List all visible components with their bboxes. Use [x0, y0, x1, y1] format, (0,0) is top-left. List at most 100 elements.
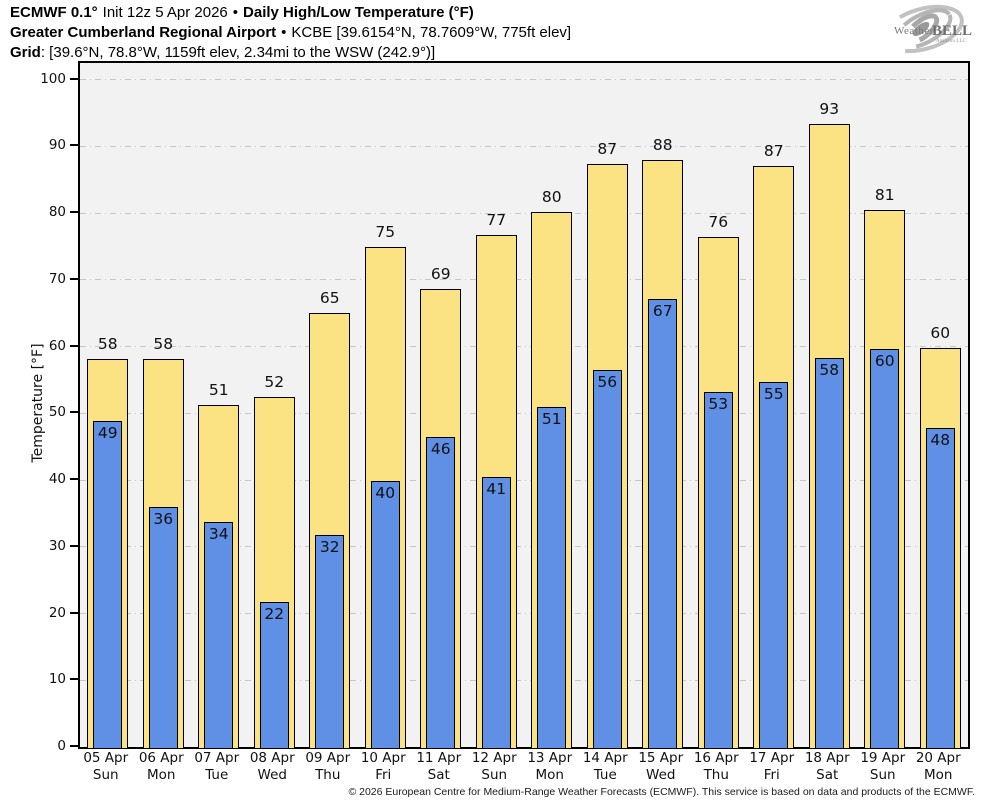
bar-low	[259, 602, 289, 749]
low-value-label: 34	[208, 525, 229, 544]
low-value-label: 55	[763, 384, 784, 403]
bar-low	[648, 298, 678, 749]
low-value-label: 49	[97, 423, 118, 442]
bar-low	[592, 369, 622, 749]
low-value-label: 36	[153, 510, 174, 529]
x-label-date: 09 Apr	[305, 750, 351, 766]
logo-text-weather: Weather	[894, 25, 934, 37]
y-axis-tick	[70, 277, 78, 280]
x-axis-tick-label: 15 Apr Wed	[633, 750, 689, 784]
bar-low	[703, 391, 733, 749]
x-label-weekday: Wed	[257, 767, 287, 783]
low-value-label: 58	[819, 360, 840, 379]
station-details: KCBE [39.6154°N, 78.7609°W, 775ft elev]	[291, 24, 572, 41]
page-title: Daily High/Low Temperature (°F)	[243, 4, 474, 21]
header-line-3: Grid: [39.6°N, 78.8°W, 1159ft elev, 2.34…	[10, 43, 571, 63]
bar-low	[315, 534, 345, 749]
header-line-2: Greater Cumberland Regional Airport • KCBE…	[10, 23, 571, 43]
low-value-label: 46	[430, 440, 451, 459]
x-label-date: 15 Apr	[638, 750, 684, 766]
x-label-weekday: Mon	[147, 767, 176, 783]
copyright-footer: © 2026 European Centre for Medium-Range …	[348, 786, 975, 798]
bar-low	[204, 522, 234, 749]
gridline	[80, 546, 968, 548]
bar-low	[759, 381, 789, 749]
high-value-label: 87	[597, 140, 618, 159]
gridline	[80, 145, 968, 147]
gridline	[80, 79, 968, 81]
x-label-weekday: Tue	[593, 767, 617, 783]
high-value-label: 76	[708, 213, 729, 232]
low-value-label: 51	[541, 410, 562, 429]
x-axis-tick-label: 14 Apr Tue	[577, 750, 633, 784]
x-label-weekday: Mon	[924, 767, 953, 783]
bar-low	[93, 420, 123, 749]
x-label-date: 18 Apr	[804, 750, 850, 766]
low-value-label: 48	[930, 431, 951, 450]
x-axis-tick-label: 07 Apr Tue	[189, 750, 245, 784]
x-label-weekday: Mon	[535, 767, 564, 783]
x-axis-tick-label: 16 Apr Thu	[688, 750, 744, 784]
x-label-weekday: Thu	[315, 767, 341, 783]
y-axis-tick	[70, 544, 78, 547]
bar-low	[481, 476, 511, 749]
model-name: ECMWF 0.1°	[10, 4, 98, 21]
gridline	[80, 279, 968, 281]
x-label-weekday: Sun	[92, 767, 119, 783]
x-axis-tick-label: 20 Apr Mon	[910, 750, 966, 784]
bar-low	[870, 348, 900, 749]
bar-low	[537, 407, 567, 749]
y-axis-tick	[70, 144, 78, 147]
gridline	[80, 613, 968, 615]
high-value-label: 77	[486, 211, 507, 230]
logo-text-bell: BELL	[932, 23, 972, 39]
x-label-date: 12 Apr	[471, 750, 517, 766]
x-label-date: 19 Apr	[860, 750, 906, 766]
gridline	[80, 346, 968, 348]
low-value-label: 60	[874, 351, 895, 370]
y-axis-tick	[70, 745, 78, 747]
grid-label: Grid	[10, 44, 41, 61]
high-value-label: 69	[430, 264, 451, 283]
x-label-date: 05 Apr	[83, 750, 129, 766]
low-value-label: 32	[319, 537, 340, 556]
high-value-label: 81	[874, 185, 895, 204]
x-label-date: 11 Apr	[416, 750, 462, 766]
bar-low	[814, 357, 844, 749]
x-label-date: 16 Apr	[693, 750, 739, 766]
x-axis-tick-label: 11 Apr Sat	[411, 750, 467, 784]
x-label-weekday: Sun	[481, 767, 508, 783]
y-axis-tick	[70, 678, 78, 681]
x-axis-tick-label: 06 Apr Mon	[133, 750, 189, 784]
x-label-date: 10 Apr	[360, 750, 406, 766]
high-value-label: 58	[97, 334, 118, 353]
y-axis-tick-label: 90	[48, 137, 66, 154]
bar-low	[426, 437, 456, 749]
low-value-label: 53	[708, 394, 729, 413]
y-axis-tick	[70, 411, 78, 414]
x-axis-tick-label: 08 Apr Wed	[244, 750, 300, 784]
y-axis-tick-label: 20	[48, 604, 66, 621]
x-label-weekday: Fri	[375, 767, 392, 783]
high-value-label: 93	[819, 99, 840, 118]
high-value-label: 51	[208, 381, 229, 400]
y-axis-tick	[70, 211, 78, 214]
x-label-date: 08 Apr	[249, 750, 295, 766]
low-value-label: 41	[486, 479, 507, 498]
high-value-label: 88	[652, 136, 673, 155]
y-axis-tick-label: 30	[48, 537, 66, 554]
y-axis-tick-label: 80	[48, 204, 66, 221]
y-axis-tick-label: 10	[48, 671, 66, 688]
x-label-weekday: Fri	[763, 767, 780, 783]
bar-low	[925, 428, 955, 749]
x-axis-tick-label: 19 Apr Sun	[855, 750, 911, 784]
header-line-1: ECMWF 0.1° Init 12z 5 Apr 2026 • Daily High…	[10, 3, 571, 23]
high-value-label: 60	[930, 323, 951, 342]
grid-details: : [39.6°N, 78.8°W, 1159ft elev, 2.34mi t…	[40, 44, 436, 61]
low-value-label: 56	[597, 372, 618, 391]
x-axis-tick-label: 13 Apr Mon	[522, 750, 578, 784]
high-value-label: 52	[264, 373, 285, 392]
x-label-date: 13 Apr	[527, 750, 573, 766]
high-value-label: 65	[319, 288, 340, 307]
